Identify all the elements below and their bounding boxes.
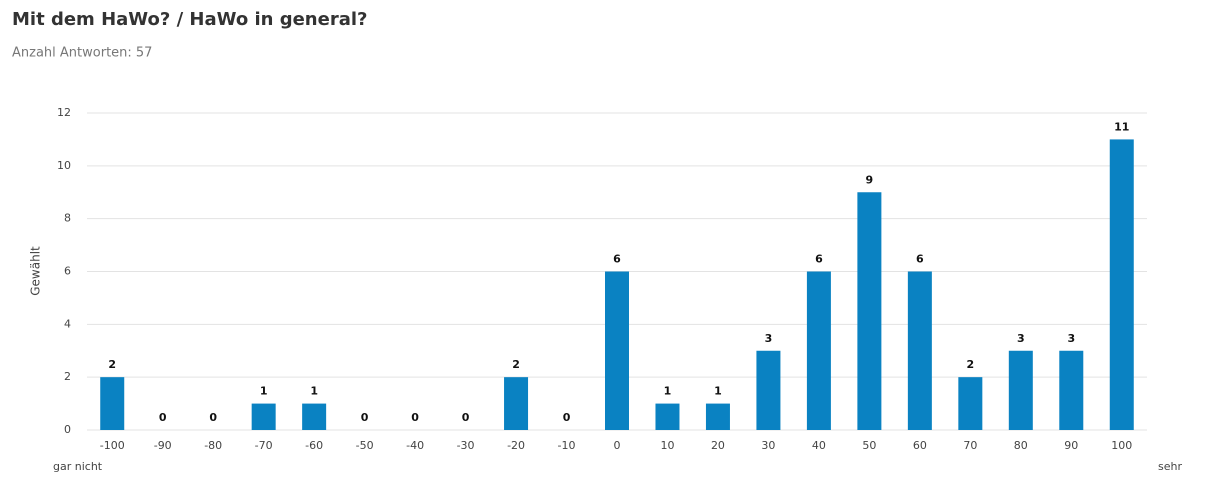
bar — [302, 403, 327, 430]
y-axis-label: Gewählt — [29, 246, 43, 296]
x-tick-label: 100 — [1111, 439, 1132, 452]
bar — [504, 377, 529, 430]
x-tick-label: 0 — [614, 439, 621, 452]
bar — [1059, 350, 1084, 430]
x-tick-label: -90 — [154, 439, 172, 452]
y-tick-label: 8 — [64, 212, 71, 225]
value-label: 0 — [462, 411, 470, 424]
value-label: 0 — [361, 411, 369, 424]
x-axis-left-label: gar nicht — [53, 460, 103, 473]
bar — [958, 377, 983, 430]
value-label: 9 — [866, 173, 874, 186]
x-tick-label: 90 — [1064, 439, 1078, 452]
bar — [705, 403, 730, 430]
bar — [1109, 139, 1134, 430]
bar — [605, 271, 629, 430]
x-tick-label: 40 — [812, 439, 826, 452]
y-tick-label: 12 — [57, 106, 71, 119]
x-tick-label: -60 — [305, 439, 323, 452]
y-tick-label: 2 — [64, 370, 71, 383]
bar — [756, 350, 781, 430]
value-label: 3 — [765, 332, 773, 345]
bar — [251, 403, 276, 430]
x-tick-label: 80 — [1014, 439, 1028, 452]
x-tick-label: -40 — [406, 439, 424, 452]
value-label: 0 — [411, 411, 419, 424]
bar — [857, 192, 882, 430]
x-tick-label: -50 — [356, 439, 374, 452]
value-label: 0 — [159, 411, 167, 424]
x-tick-label: 70 — [963, 439, 977, 452]
value-label: 2 — [108, 358, 116, 371]
value-label: 0 — [209, 411, 217, 424]
y-tick-label: 10 — [57, 159, 71, 172]
value-label: 1 — [260, 385, 268, 398]
x-tick-label: 10 — [660, 439, 674, 452]
value-label: 2 — [512, 358, 520, 371]
value-label: 6 — [916, 253, 924, 266]
y-tick-label: 4 — [64, 317, 71, 330]
value-label: 6 — [815, 253, 823, 266]
bar — [100, 377, 125, 430]
value-label: 3 — [1067, 332, 1075, 345]
value-label: 11 — [1114, 120, 1129, 133]
x-tick-label: 20 — [711, 439, 725, 452]
bar — [655, 403, 680, 430]
x-tick-label: -80 — [204, 439, 222, 452]
value-label: 1 — [664, 385, 672, 398]
chart-title: Mit dem HaWo? / HaWo in general? — [12, 9, 367, 30]
y-tick-label: 0 — [64, 423, 71, 436]
bar — [806, 271, 831, 430]
bar — [1008, 350, 1033, 430]
value-label: 2 — [967, 358, 975, 371]
y-tick-label: 6 — [64, 265, 71, 278]
value-label: 6 — [613, 253, 621, 266]
x-tick-label: -100 — [100, 439, 125, 452]
x-tick-label: -20 — [507, 439, 525, 452]
x-tick-label: -70 — [255, 439, 273, 452]
x-tick-label: 60 — [913, 439, 927, 452]
x-axis-right-label: sehr — [1158, 460, 1182, 473]
chart-subtitle: Anzahl Antworten: 57 — [12, 46, 152, 61]
x-tick-label: -10 — [558, 439, 576, 452]
x-tick-label: -30 — [457, 439, 475, 452]
x-tick-label: 50 — [862, 439, 876, 452]
value-label: 1 — [714, 385, 722, 398]
x-tick-label: 30 — [761, 439, 775, 452]
bar — [907, 271, 932, 430]
value-label: 3 — [1017, 332, 1025, 345]
value-label: 1 — [310, 385, 318, 398]
value-label: 0 — [563, 411, 571, 424]
